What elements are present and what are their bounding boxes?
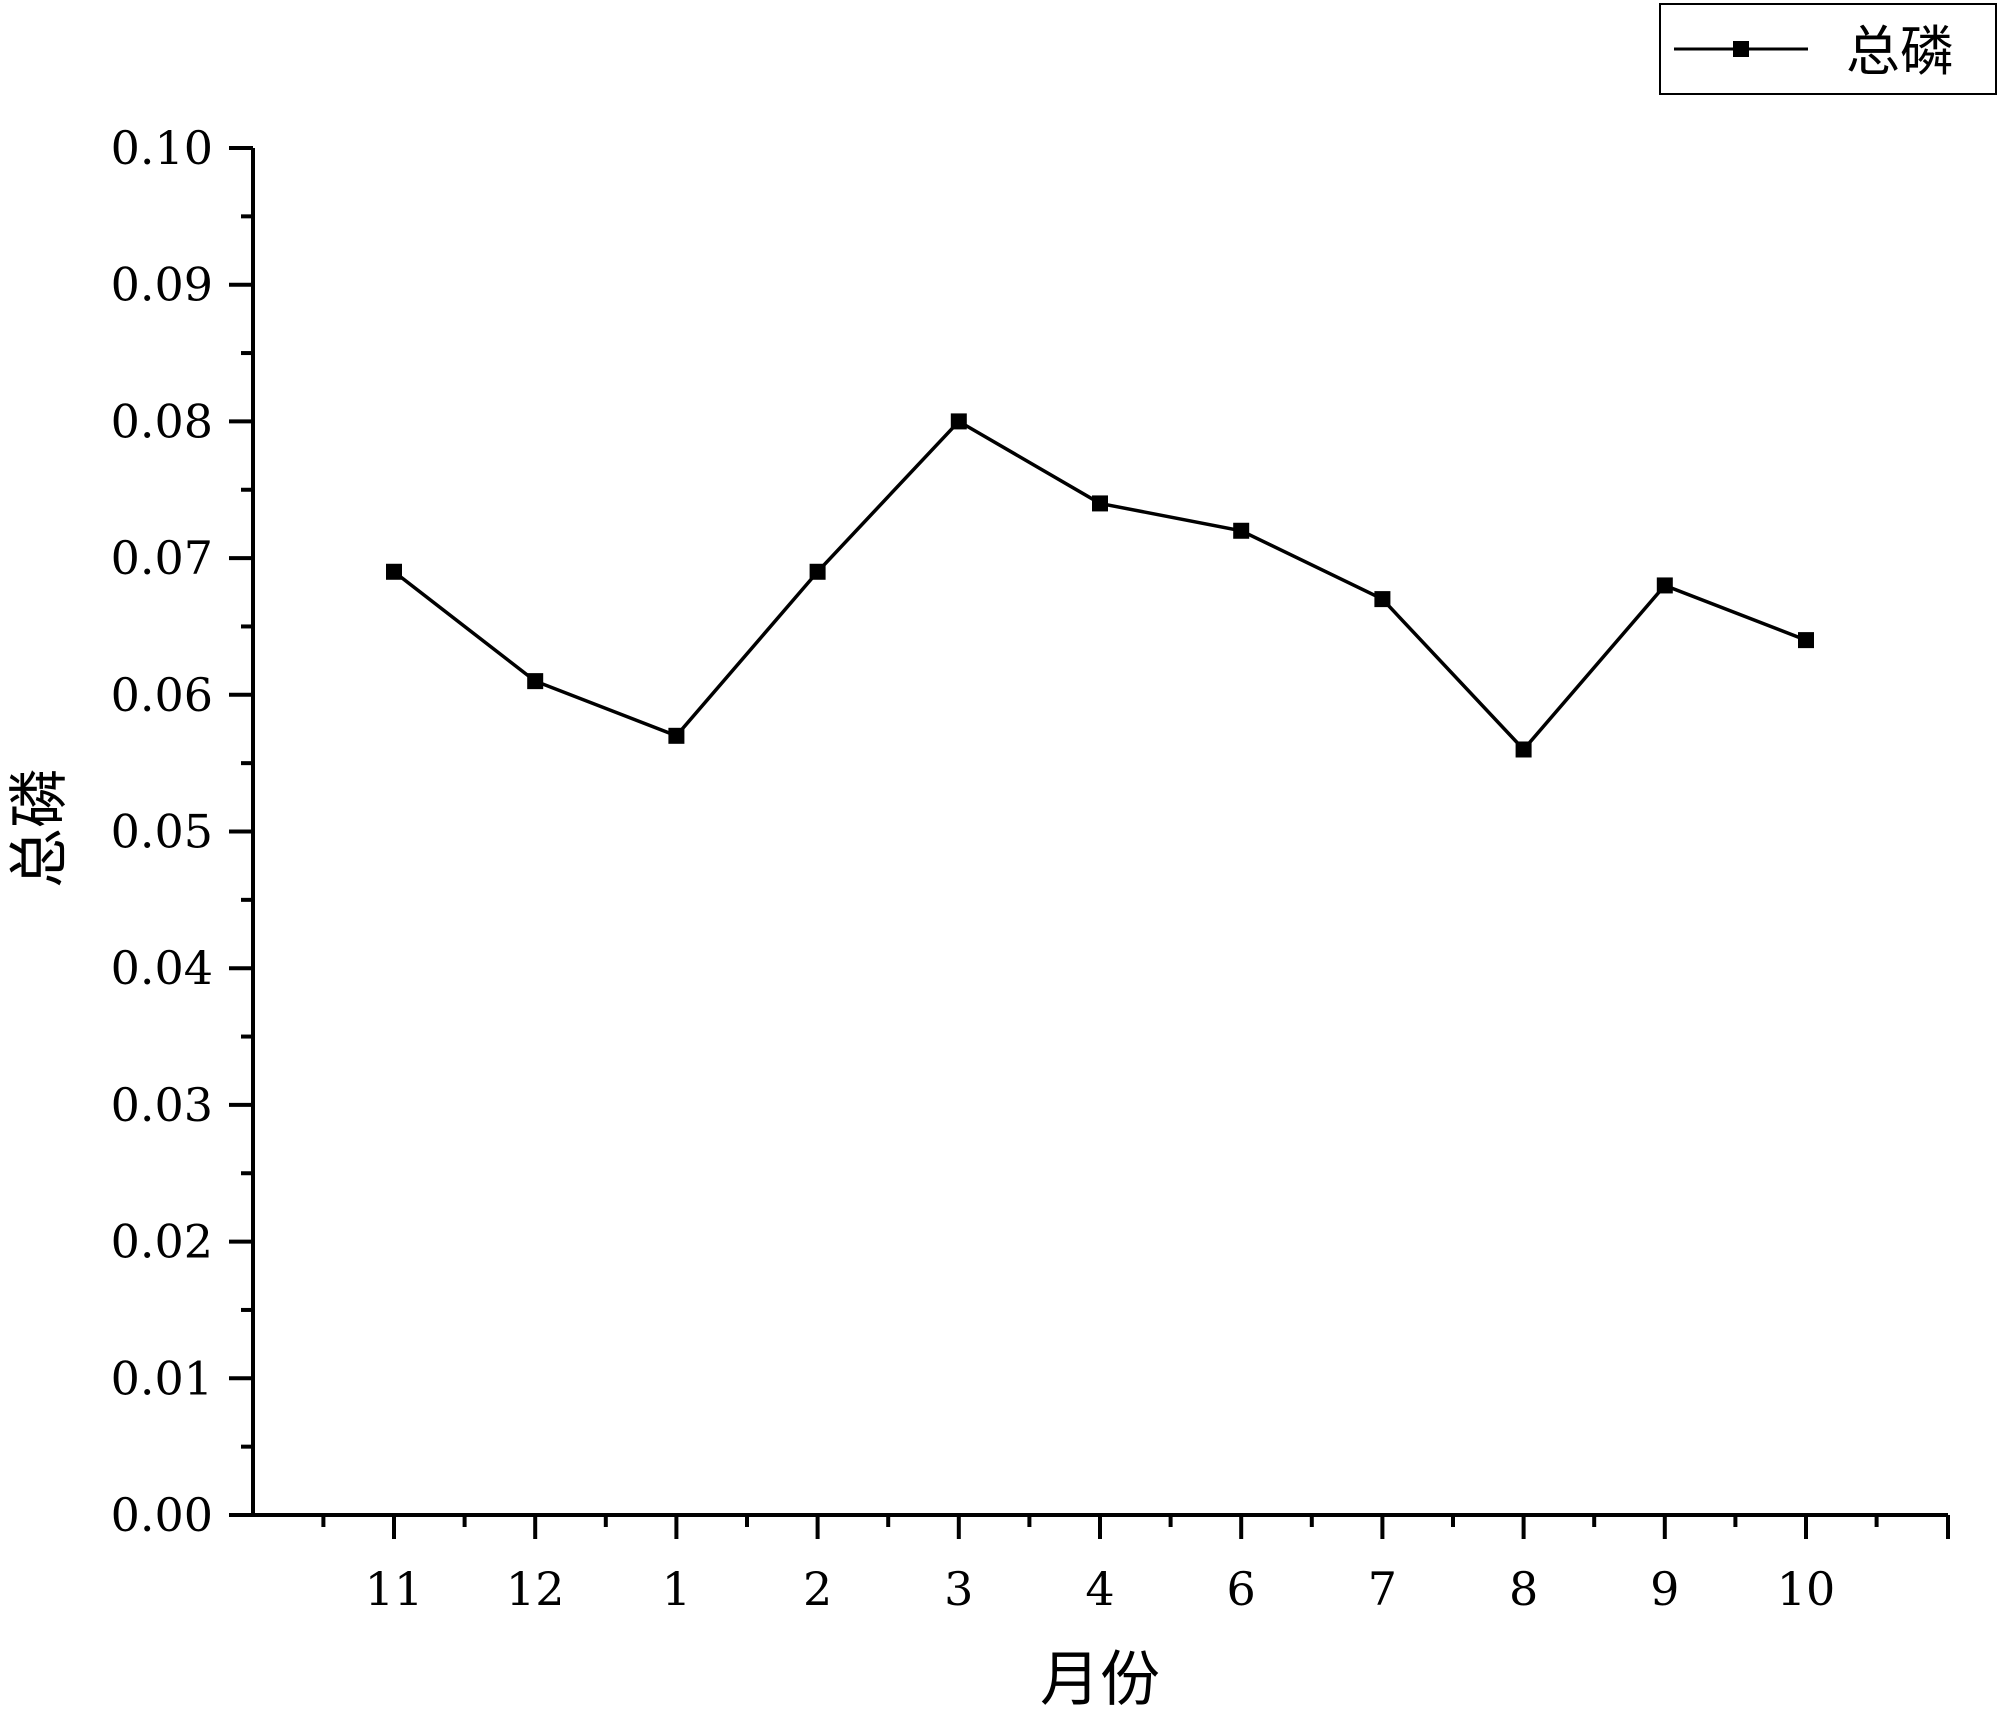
y-tick-label: 0.09 bbox=[111, 258, 213, 312]
x-tick-label: 11 bbox=[365, 1562, 424, 1616]
x-tick-label: 1 bbox=[662, 1562, 691, 1616]
y-tick-label: 0.03 bbox=[111, 1078, 213, 1132]
x-axis-title: 月份 bbox=[1040, 1645, 1160, 1715]
y-tick-label: 0.07 bbox=[111, 531, 213, 585]
y-axis-ticks: 0.00 0.01 0.02 0.03 0.04 0.05 0.06 0.07 0.08 0.09… bbox=[111, 121, 253, 1542]
legend: 总磷 bbox=[1659, 3, 1997, 95]
y-tick-label: 0.06 bbox=[111, 668, 213, 722]
x-tick-label: 3 bbox=[944, 1562, 973, 1616]
y-tick-label: 0.02 bbox=[111, 1215, 213, 1269]
data-point bbox=[950, 413, 967, 430]
data-point bbox=[809, 563, 826, 580]
x-axis-ticks: 11 12 1 2 3 4 6 7 8 9 10 bbox=[321, 1515, 1950, 1616]
chart-axes bbox=[251, 148, 1948, 1517]
y-tick-label: 0.00 bbox=[111, 1488, 213, 1542]
x-tick-label: 4 bbox=[1085, 1562, 1114, 1616]
x-tick-label: 6 bbox=[1227, 1562, 1256, 1616]
x-tick-label: 12 bbox=[506, 1562, 565, 1616]
y-tick-label: 0.08 bbox=[111, 394, 213, 448]
data-point bbox=[1515, 741, 1532, 758]
series-line bbox=[392, 419, 1807, 753]
data-point bbox=[668, 727, 685, 744]
data-point bbox=[1374, 591, 1391, 608]
y-tick-label: 0.05 bbox=[111, 805, 213, 859]
y-tick-label: 0.10 bbox=[111, 121, 213, 175]
legend-marker bbox=[1733, 41, 1749, 57]
x-tick-label: 10 bbox=[1777, 1562, 1836, 1616]
x-tick-label: 8 bbox=[1509, 1562, 1538, 1616]
data-point bbox=[1092, 495, 1108, 512]
y-tick-label: 0.04 bbox=[111, 941, 213, 995]
series-group bbox=[386, 413, 1814, 758]
y-axis-title: 总磷 bbox=[5, 768, 75, 888]
x-tick-label: 7 bbox=[1368, 1562, 1397, 1616]
data-point bbox=[386, 563, 402, 580]
data-point bbox=[1798, 632, 1814, 649]
legend-label: 总磷 bbox=[1846, 20, 1954, 83]
data-point bbox=[527, 673, 544, 690]
data-point bbox=[1656, 577, 1673, 594]
x-tick-label: 2 bbox=[803, 1562, 832, 1616]
y-tick-label: 0.01 bbox=[111, 1351, 213, 1405]
data-point bbox=[1233, 522, 1250, 539]
x-tick-label: 9 bbox=[1650, 1562, 1679, 1616]
